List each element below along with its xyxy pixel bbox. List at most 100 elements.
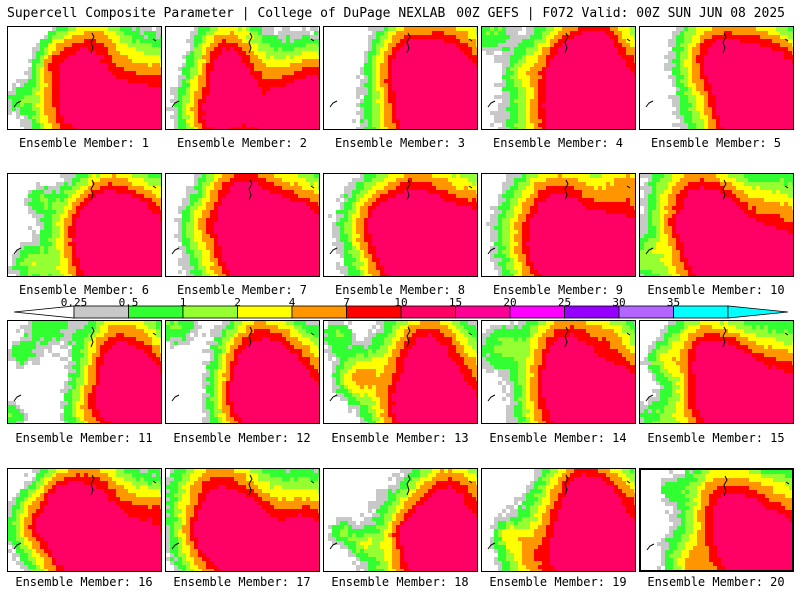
member-caption: Ensemble Member: 7 — [176, 283, 308, 297]
coastline-outline — [329, 326, 411, 402]
colorbar-tick-label: 0.25 — [60, 296, 88, 309]
coastline-outline — [13, 326, 95, 402]
member-caption: Ensemble Member: 1 — [18, 136, 150, 150]
ensemble-map-panel[interactable] — [165, 26, 320, 130]
ensemble-map-panel[interactable] — [481, 26, 636, 130]
coastline-outline — [13, 179, 95, 255]
colorbar-swatch — [673, 305, 729, 319]
member-caption: Ensemble Member: 19 — [489, 575, 627, 589]
colorbar-tick-label: 30 — [612, 296, 626, 309]
coastline-outline — [487, 474, 569, 550]
scp-contour-map — [8, 174, 161, 276]
colorbar-swatch — [346, 305, 402, 319]
member-caption: Ensemble Member: 18 — [331, 575, 469, 589]
colorbar-swatch — [182, 305, 238, 319]
coastline-outline — [13, 474, 95, 550]
scp-contour-map — [640, 321, 793, 423]
coastline-outline — [329, 32, 411, 108]
scp-contour-map — [166, 469, 319, 571]
coastline-outline — [487, 179, 569, 255]
colorbar-tick-label: 2 — [234, 296, 241, 309]
scp-contour-map — [487, 469, 635, 571]
colorbar-swatch — [509, 305, 565, 319]
scp-contour-map — [8, 27, 161, 129]
model-run-info: 00Z GEFS | F072 Valid: 00Z SUN JUN 08 20… — [456, 6, 785, 21]
coastline-outline — [171, 326, 253, 402]
scp-contour-map — [640, 174, 793, 276]
ensemble-map-panel[interactable] — [639, 26, 794, 130]
coastline-outline — [171, 474, 253, 550]
coastline-outline — [329, 474, 411, 550]
member-caption: Ensemble Member: 2 — [176, 136, 308, 150]
ensemble-map-panel[interactable] — [165, 173, 320, 277]
ensemble-map-panel[interactable] — [323, 320, 478, 424]
member-caption: Ensemble Member: 16 — [15, 575, 153, 589]
coastline-outline — [645, 179, 727, 255]
member-caption: Ensemble Member: 3 — [334, 136, 466, 150]
scp-contour-map — [166, 27, 319, 129]
coastline-outline — [645, 32, 727, 108]
scp-contour-map — [328, 174, 477, 276]
scp-contour-map — [482, 27, 635, 129]
colorbar-tick-label: 4 — [288, 296, 296, 309]
ensemble-map-panel[interactable] — [7, 173, 162, 277]
colorbar-tick-label: 35 — [666, 296, 681, 309]
ensemble-map-panel[interactable] — [323, 173, 478, 277]
color-scale-legend — [14, 305, 788, 319]
member-caption: Ensemble Member: 13 — [331, 431, 469, 445]
ensemble-map-panel[interactable] — [165, 468, 320, 572]
ensemble-map-panel[interactable] — [639, 468, 794, 572]
ensemble-map-panel[interactable] — [639, 173, 794, 277]
colorbar-right-arrow — [727, 305, 788, 319]
ensemble-map-panel[interactable] — [323, 26, 478, 130]
colorbar-tick-label: 7 — [343, 296, 350, 309]
scp-contour-map — [8, 469, 161, 571]
coastline-outline — [13, 32, 95, 108]
ensemble-map-panel[interactable] — [7, 468, 162, 572]
colorbar-tick-label: 0.5 — [118, 296, 139, 309]
member-caption: Ensemble Member: 10 — [647, 283, 785, 297]
coastline-outline — [645, 326, 727, 402]
member-caption: Ensemble Member: 5 — [650, 136, 782, 150]
ensemble-map-panel[interactable] — [323, 468, 478, 572]
member-caption: Ensemble Member: 17 — [173, 575, 311, 589]
member-caption: Ensemble Member: 20 — [647, 575, 785, 589]
ensemble-map-panel[interactable] — [639, 320, 794, 424]
scp-contour-map — [8, 321, 161, 423]
scp-contour-map — [328, 469, 477, 571]
page-title: Supercell Composite Parameter | College … — [7, 6, 446, 21]
ensemble-map-panel[interactable] — [7, 26, 162, 130]
ensemble-map-panel[interactable] — [481, 173, 636, 277]
coastline-outline — [171, 32, 253, 108]
colorbar-swatch — [564, 305, 620, 319]
scp-contour-map — [482, 321, 635, 423]
colorbar-swatch — [237, 305, 293, 319]
member-caption: Ensemble Member: 6 — [18, 283, 150, 297]
colorbar-tick-label: 10 — [394, 296, 408, 309]
scp-contour-map — [166, 321, 319, 423]
member-caption: Ensemble Member: 15 — [647, 431, 785, 445]
member-caption: Ensemble Member: 14 — [489, 431, 627, 445]
member-caption: Ensemble Member: 4 — [492, 136, 624, 150]
coastline-outline — [646, 475, 728, 551]
member-caption: Ensemble Member: 8 — [334, 283, 466, 297]
scp-contour-map — [486, 174, 635, 276]
member-caption: Ensemble Member: 9 — [492, 283, 624, 297]
member-caption: Ensemble Member: 11 — [15, 431, 153, 445]
colorbar-tick-label: 15 — [448, 296, 463, 309]
colorbar-swatch — [618, 305, 674, 319]
scp-contour-map — [645, 27, 793, 129]
ensemble-map-panel[interactable] — [165, 320, 320, 424]
scp-contour-map — [646, 470, 792, 570]
ensemble-map-panel[interactable] — [481, 468, 636, 572]
scp-contour-map — [324, 321, 477, 423]
ensemble-map-panel[interactable] — [481, 320, 636, 424]
coastline-outline — [487, 32, 569, 108]
scp-contour-map — [329, 27, 477, 129]
coastline-outline — [487, 326, 569, 402]
ensemble-map-panel[interactable] — [7, 320, 162, 424]
scp-contour-map — [171, 174, 319, 276]
coastline-outline — [171, 179, 253, 255]
member-caption: Ensemble Member: 12 — [173, 431, 311, 445]
colorbar-swatch — [400, 305, 456, 319]
